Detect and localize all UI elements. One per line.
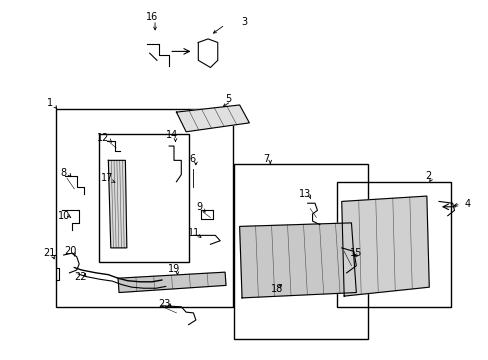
Bar (336, 182, 450, 307)
Text: 2: 2 (424, 171, 430, 181)
Text: 20: 20 (64, 247, 77, 256)
Text: 10: 10 (58, 211, 70, 221)
Text: 13: 13 (298, 189, 310, 199)
Text: 22: 22 (74, 272, 86, 282)
Text: 5: 5 (224, 94, 231, 104)
Text: 15: 15 (349, 248, 362, 258)
Text: 14: 14 (166, 130, 178, 140)
Text: 7: 7 (263, 154, 269, 163)
Text: 12: 12 (97, 133, 109, 143)
Bar (233, 164, 367, 339)
Text: 23: 23 (158, 299, 170, 309)
Polygon shape (108, 160, 126, 248)
Text: 19: 19 (167, 264, 180, 274)
Text: 21: 21 (43, 248, 55, 258)
Text: 17: 17 (101, 173, 113, 183)
Polygon shape (118, 272, 225, 293)
Text: 18: 18 (271, 284, 283, 294)
Text: 4: 4 (463, 199, 469, 209)
Bar (99, 134, 188, 262)
Text: 3: 3 (241, 17, 247, 27)
Text: 11: 11 (188, 228, 200, 238)
Text: 6: 6 (189, 154, 195, 163)
Text: 9: 9 (196, 202, 203, 212)
Text: 16: 16 (146, 13, 158, 22)
Bar (56, 109, 233, 307)
Text: 1: 1 (47, 98, 53, 108)
Text: 8: 8 (61, 168, 66, 178)
Polygon shape (239, 223, 356, 298)
Polygon shape (176, 105, 249, 132)
Polygon shape (341, 196, 428, 296)
